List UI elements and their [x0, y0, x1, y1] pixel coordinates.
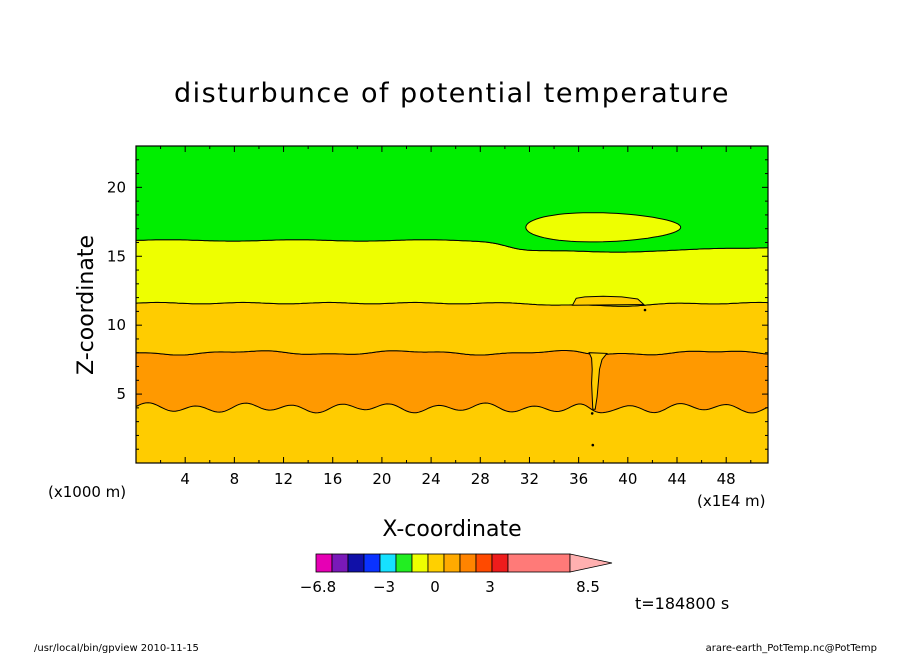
colorbar-swatch: [507, 553, 571, 573]
chart-title: disturbunce of potential temperature: [174, 78, 730, 109]
y-axis-label: Z-coordinate: [74, 235, 99, 375]
colorbar-swatch: [427, 553, 445, 573]
contour-band-orange: [135, 350, 769, 414]
time-label: t=184800 s: [635, 594, 729, 613]
colorbar-swatch: [443, 553, 461, 573]
colorbar-swatch: [379, 553, 397, 573]
footer-left: /usr/local/bin/gpview 2010-11-15: [34, 643, 199, 654]
contour-dot: [643, 308, 647, 312]
colorbar-swatch: [331, 553, 349, 573]
x-tick-label: 4: [180, 470, 190, 488]
y-scale-note: (x1000 m): [48, 483, 126, 501]
colorbar-arrow: [569, 553, 613, 573]
y-tick-label: 20: [107, 178, 126, 196]
footer-right: arare-earth_PotTemp.nc@PotTemp: [706, 643, 877, 654]
x-tick-label: 8: [230, 470, 240, 488]
colorbar-tick-label: 0: [430, 578, 440, 596]
y-tick-label: 10: [107, 316, 126, 334]
colorbar-tick-label: 3: [485, 578, 495, 596]
colorbar-swatch: [363, 553, 381, 573]
colorbar: [315, 553, 613, 573]
x-tick-label: 24: [422, 470, 441, 488]
contour-band-light-orange: [135, 301, 769, 356]
y-ticks: 5 10 15 20: [107, 159, 768, 450]
x-tick-label: 40: [618, 470, 637, 488]
x-scale-note: (x1E4 m): [697, 492, 766, 510]
x-tick-label: 36: [569, 470, 588, 488]
colorbar-swatch: [475, 553, 493, 573]
contour-dot: [590, 412, 594, 415]
x-tick-label: 28: [471, 470, 490, 488]
contour-small-bump: [571, 295, 646, 306]
colorbar-swatch: [491, 553, 509, 573]
x-tick-label: 44: [667, 470, 686, 488]
colorbar-swatch: [395, 553, 413, 573]
contour-dot: [591, 443, 595, 447]
x-tick-label: 48: [717, 470, 736, 488]
x-ticks: 4 8 12 16 20 24 28 32 36 40 44 48: [160, 146, 752, 488]
x-tick-label: 32: [520, 470, 539, 488]
y-tick-label: 15: [107, 247, 126, 265]
x-axis-label: X-coordinate: [382, 517, 521, 542]
plot-frame: [135, 145, 769, 464]
x-tick-label: 20: [372, 470, 391, 488]
x-tick-label: 16: [323, 470, 342, 488]
contour-dots: [590, 308, 647, 447]
colorbar-swatch: [459, 553, 477, 573]
contour-band-green: [135, 145, 769, 253]
colorbar-tick-label: −6.8: [300, 578, 336, 596]
contour-yellow-ellipse: [525, 212, 682, 243]
y-tick-label: 5: [116, 385, 126, 403]
colorbar-tick-labels: −6.8 −3 0 3 8.5: [300, 578, 600, 596]
colorbar-swatch: [315, 553, 333, 573]
colorbar-tick-label: 8.5: [576, 578, 600, 596]
x-tick-label: 12: [274, 470, 293, 488]
colorbar-swatch: [411, 553, 429, 573]
contour-plume-gap: [588, 352, 608, 410]
colorbar-tick-label: −3: [373, 578, 395, 596]
colorbar-swatch: [347, 553, 365, 573]
